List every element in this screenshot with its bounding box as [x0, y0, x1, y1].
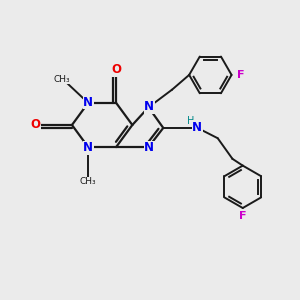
Text: O: O: [31, 118, 41, 131]
Text: CH₃: CH₃: [80, 177, 97, 186]
Text: H: H: [187, 116, 194, 126]
Text: F: F: [239, 211, 247, 221]
Text: N: N: [144, 141, 154, 154]
Text: F: F: [237, 70, 244, 80]
Text: N: N: [83, 96, 93, 109]
Text: N: N: [192, 121, 202, 134]
Text: CH₃: CH₃: [53, 75, 70, 84]
Text: O: O: [111, 63, 121, 76]
Text: N: N: [144, 100, 154, 113]
Text: N: N: [83, 141, 93, 154]
